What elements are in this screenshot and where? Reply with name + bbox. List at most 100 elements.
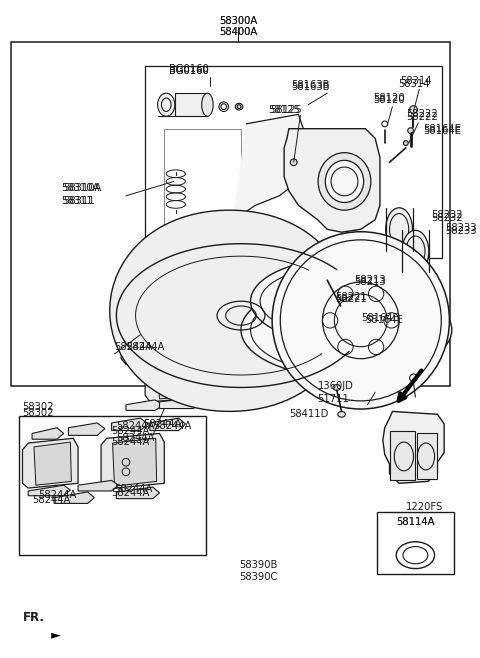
Ellipse shape (235, 103, 243, 110)
Ellipse shape (202, 93, 213, 116)
Text: 58244A: 58244A (38, 490, 76, 500)
Polygon shape (231, 114, 313, 234)
Polygon shape (28, 485, 71, 495)
Polygon shape (78, 480, 118, 491)
Text: 58244A: 58244A (116, 421, 155, 431)
Ellipse shape (272, 232, 449, 409)
Polygon shape (23, 438, 78, 488)
Text: 58164E: 58164E (423, 126, 461, 136)
Text: 58244A: 58244A (114, 484, 153, 494)
Polygon shape (112, 418, 148, 430)
Text: 58164E: 58164E (423, 124, 461, 134)
Ellipse shape (408, 128, 413, 134)
Text: 58213: 58213 (354, 277, 386, 287)
Ellipse shape (325, 161, 364, 203)
Text: 58233: 58233 (445, 223, 477, 234)
Ellipse shape (386, 208, 412, 251)
Ellipse shape (251, 258, 442, 344)
Text: 58314: 58314 (398, 79, 430, 89)
Text: 58390C: 58390C (239, 572, 277, 582)
Text: 58300A: 58300A (219, 16, 257, 26)
Text: 58310A: 58310A (61, 183, 99, 193)
Polygon shape (101, 434, 164, 489)
Text: 58244A: 58244A (112, 426, 150, 436)
Circle shape (329, 307, 341, 318)
Text: 58310A: 58310A (64, 183, 102, 193)
Text: 58163B: 58163B (291, 82, 329, 93)
Text: 1360JD: 1360JD (318, 380, 354, 391)
Text: BG0160: BG0160 (169, 66, 209, 76)
Bar (164, 129, 241, 243)
Polygon shape (112, 438, 156, 486)
Ellipse shape (403, 141, 408, 145)
Text: 58311: 58311 (61, 195, 93, 205)
Text: 58244A: 58244A (32, 495, 71, 505)
Text: 58244A: 58244A (153, 421, 191, 431)
Polygon shape (69, 423, 105, 436)
Text: BG0160: BG0160 (169, 66, 209, 76)
Text: 58400A: 58400A (219, 27, 257, 37)
Polygon shape (150, 418, 185, 430)
Text: 58244A: 58244A (143, 419, 181, 429)
Polygon shape (145, 361, 207, 402)
Text: FR.: FR. (23, 611, 45, 624)
Circle shape (358, 329, 370, 340)
Polygon shape (126, 400, 164, 411)
Text: 58120: 58120 (373, 93, 405, 103)
Text: 58411D: 58411D (289, 409, 328, 419)
Text: 58233: 58233 (445, 226, 477, 236)
Polygon shape (157, 365, 201, 399)
Text: 58244A: 58244A (112, 488, 150, 498)
Bar (145, 66, 442, 258)
Text: 58232: 58232 (431, 210, 462, 220)
Text: 58222: 58222 (406, 109, 438, 119)
Text: 58311: 58311 (64, 195, 96, 205)
Text: 58390B: 58390B (239, 560, 277, 570)
Polygon shape (391, 430, 415, 480)
Polygon shape (133, 320, 176, 362)
Text: 58213: 58213 (354, 275, 386, 285)
Text: 58244A: 58244A (116, 433, 155, 443)
Text: 58221: 58221 (335, 294, 367, 304)
Polygon shape (116, 487, 159, 499)
Text: 58120: 58120 (373, 95, 405, 105)
Text: 58300A: 58300A (219, 16, 257, 26)
Ellipse shape (157, 93, 175, 116)
Text: 58222: 58222 (406, 113, 438, 122)
Polygon shape (284, 129, 380, 232)
Polygon shape (140, 309, 169, 320)
Text: 58125: 58125 (268, 105, 300, 114)
Text: 58314: 58314 (400, 76, 432, 86)
Bar (19, 417, 205, 555)
Text: 1220FS: 1220FS (406, 502, 443, 513)
Polygon shape (54, 492, 95, 503)
Text: 58232: 58232 (431, 213, 462, 223)
Polygon shape (417, 434, 437, 480)
Text: 58244A: 58244A (126, 342, 164, 352)
Polygon shape (121, 316, 183, 365)
Ellipse shape (402, 230, 429, 272)
Polygon shape (175, 93, 207, 116)
Text: BG0160: BG0160 (169, 64, 209, 74)
Bar (377, 512, 454, 574)
Text: 58164E: 58164E (366, 315, 404, 325)
Polygon shape (169, 307, 198, 318)
Ellipse shape (409, 106, 417, 113)
Text: 58164E: 58164E (361, 313, 399, 324)
Polygon shape (110, 210, 340, 411)
Ellipse shape (290, 159, 297, 166)
Bar (11, 43, 450, 386)
Ellipse shape (333, 384, 341, 390)
Ellipse shape (338, 411, 346, 417)
Polygon shape (34, 442, 72, 485)
Text: 58244A: 58244A (112, 437, 150, 447)
Text: 58163B: 58163B (291, 80, 329, 89)
Text: 58302: 58302 (23, 401, 54, 412)
Text: 58244A: 58244A (114, 342, 153, 352)
Ellipse shape (318, 153, 371, 210)
Text: 58114A: 58114A (396, 517, 435, 526)
Ellipse shape (241, 282, 452, 378)
Polygon shape (159, 398, 203, 409)
Polygon shape (51, 633, 61, 638)
Polygon shape (32, 428, 64, 439)
